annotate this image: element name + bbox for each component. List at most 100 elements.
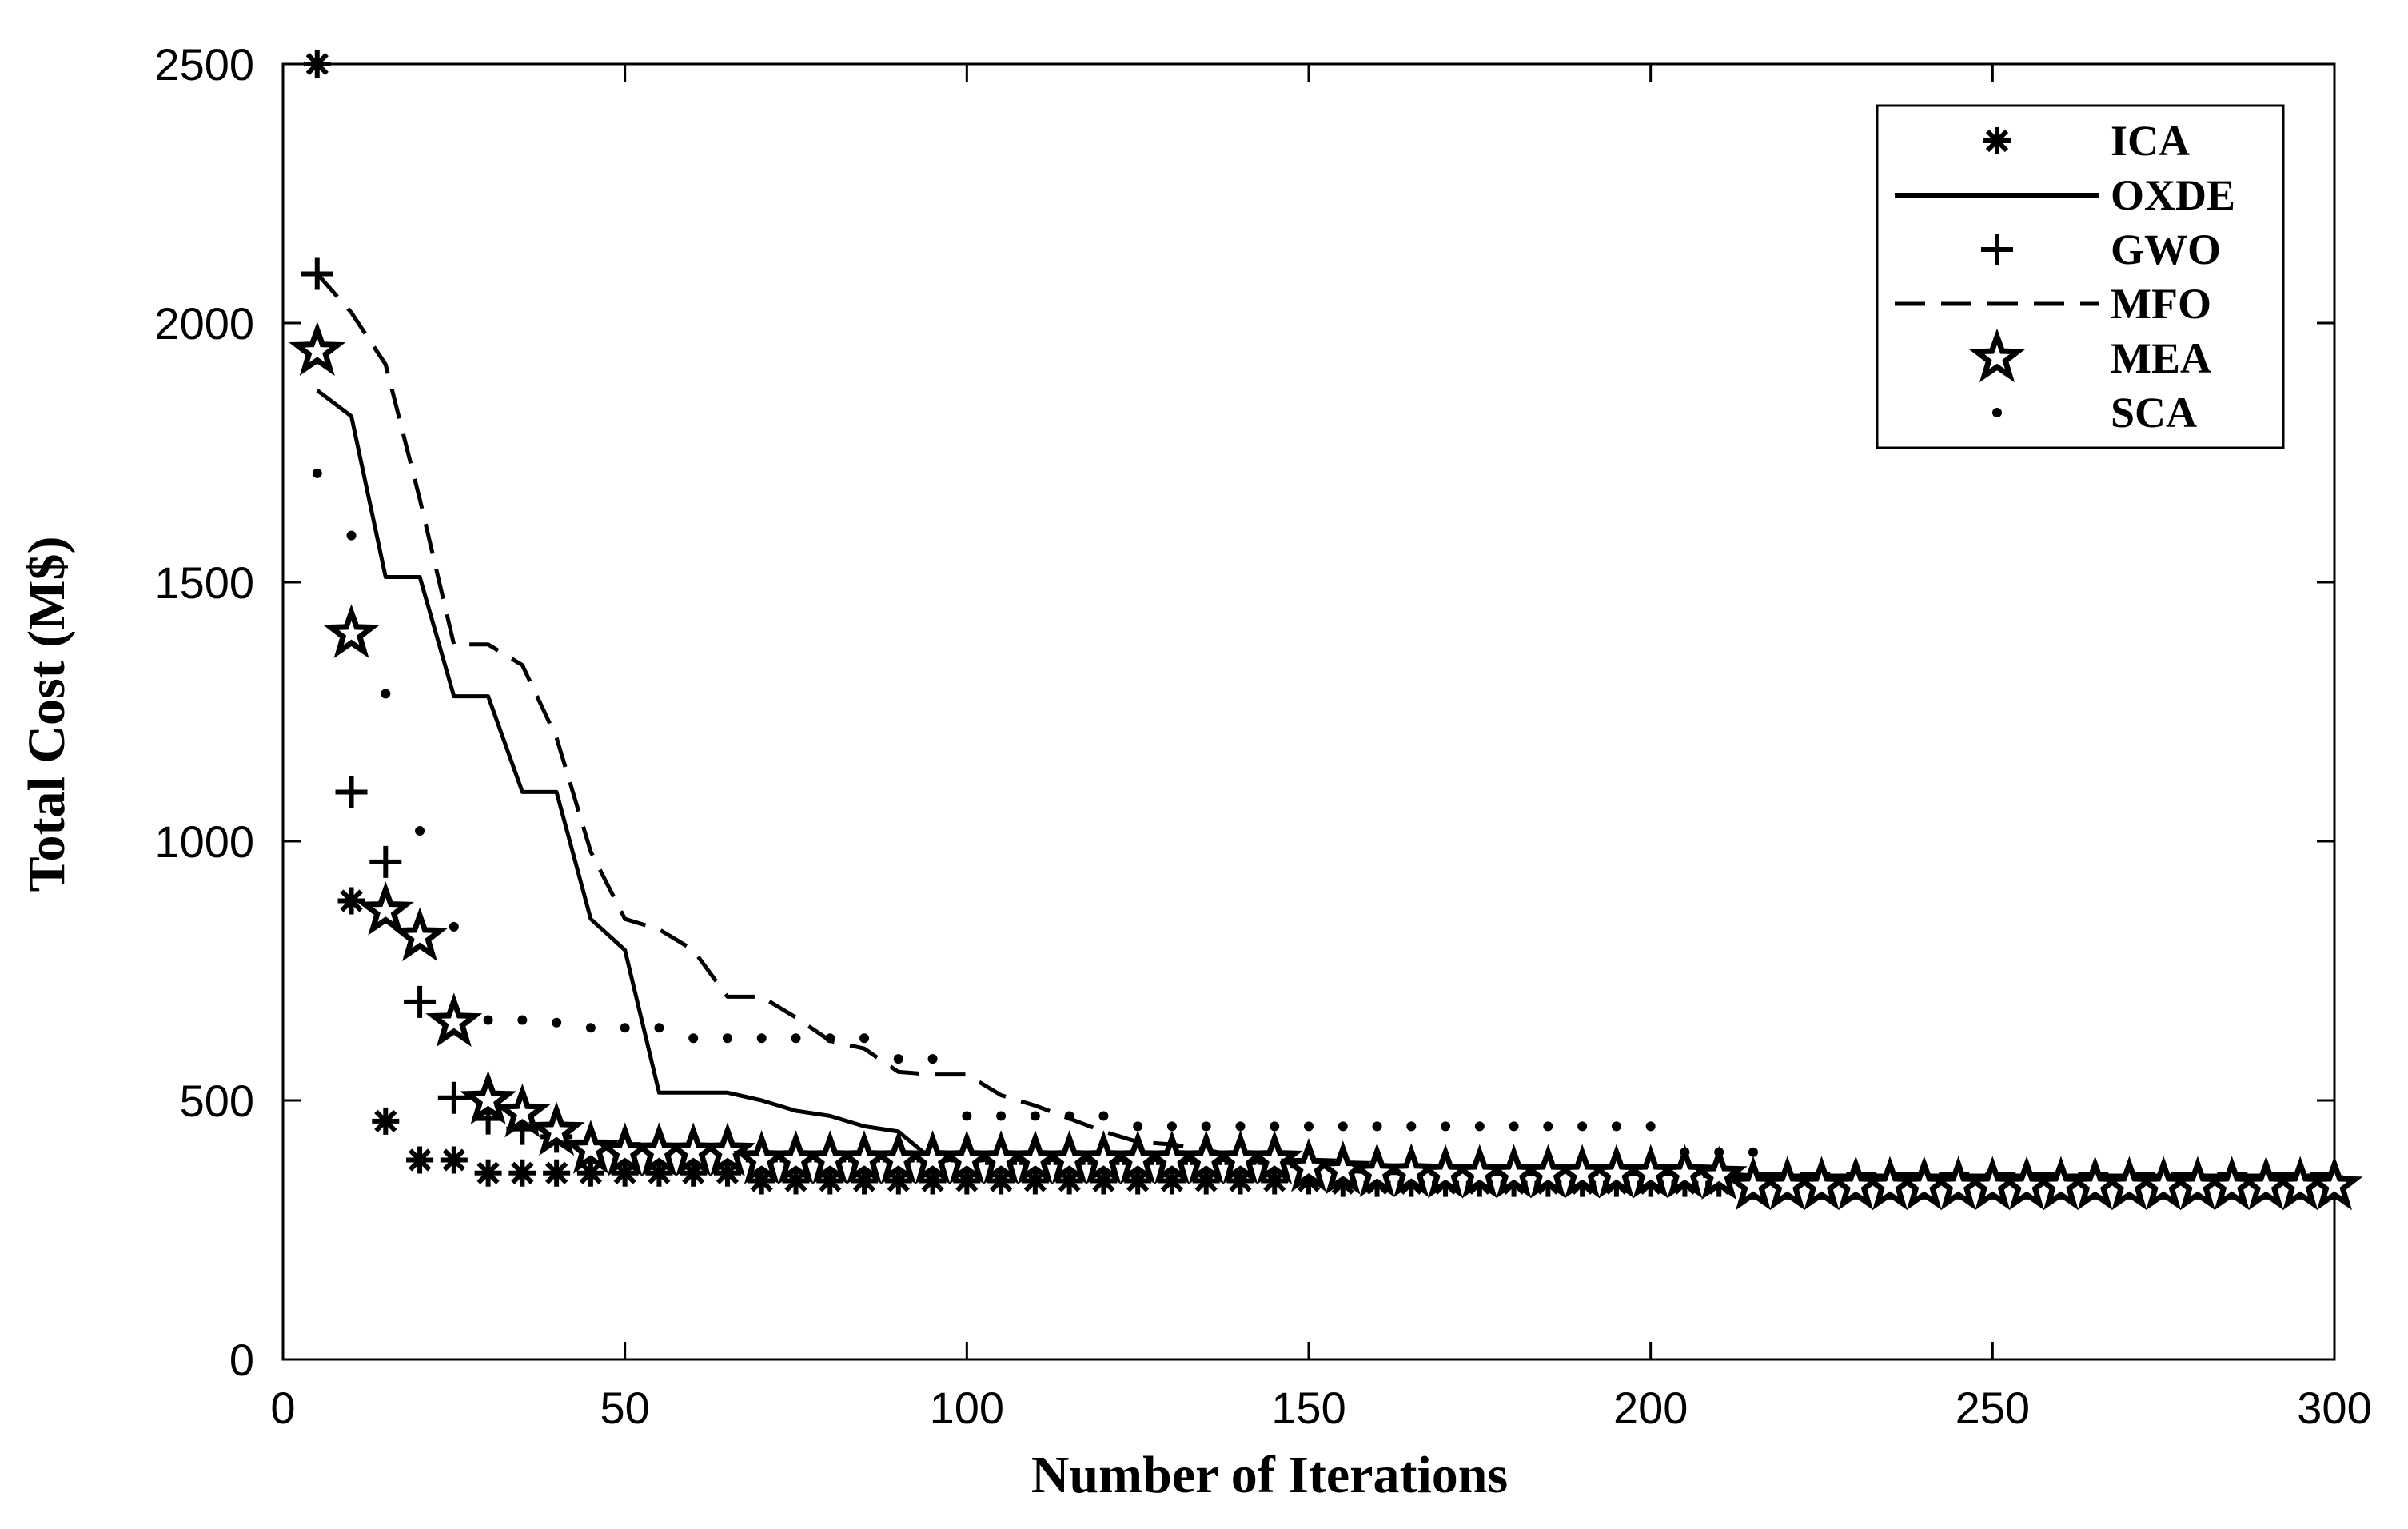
- sca-point: [585, 1023, 596, 1033]
- mea-point: [1896, 1156, 1953, 1211]
- ica-point: [337, 887, 365, 915]
- sca-point: [996, 1111, 1007, 1121]
- sca-point: [1406, 1121, 1417, 1132]
- y-tick-label: 1500: [154, 557, 254, 608]
- legend-marker: [1968, 328, 2026, 383]
- sca-point: [1030, 1111, 1040, 1121]
- asterisk-stroke: [374, 1109, 397, 1133]
- dot-shape: [893, 1054, 903, 1064]
- mea-point: [1861, 1156, 1919, 1211]
- dot-shape: [1235, 1121, 1246, 1132]
- dot-shape: [1577, 1121, 1588, 1132]
- mea-point: [2271, 1156, 2329, 1211]
- star-shape: [1211, 1130, 1269, 1184]
- legend-label: OXDE: [2111, 171, 2235, 219]
- mea-point: [664, 1122, 722, 1176]
- star-shape: [2135, 1156, 2192, 1211]
- dot-shape: [1064, 1111, 1074, 1121]
- mea-point: [1349, 1143, 1406, 1198]
- mea-point: [767, 1130, 825, 1184]
- star-shape: [1007, 1130, 1064, 1184]
- sca-point: [346, 530, 357, 541]
- mea-point: [1827, 1156, 1884, 1211]
- x-tick-label: 0: [270, 1383, 295, 1433]
- sca-point: [1748, 1147, 1758, 1157]
- sca-point: [927, 1054, 938, 1064]
- mea-point: [1588, 1144, 1645, 1199]
- star-shape: [1417, 1144, 1474, 1199]
- star-shape: [2169, 1156, 2227, 1211]
- dot-shape: [1543, 1121, 1553, 1132]
- dot-shape: [1509, 1121, 1519, 1132]
- mea-point: [1178, 1130, 1235, 1184]
- mea-point: [1451, 1144, 1509, 1199]
- star-shape: [1519, 1144, 1577, 1199]
- sca-point: [688, 1033, 699, 1044]
- dot-shape: [927, 1054, 938, 1064]
- legend: ICA OXDE GWO MFO MEA SCA: [1876, 104, 2285, 449]
- mea-point: [357, 881, 414, 936]
- sca-point: [722, 1033, 732, 1044]
- star-shape: [1178, 1130, 1235, 1184]
- x-tick-label: 200: [1613, 1383, 1688, 1433]
- sca-point: [1064, 1111, 1074, 1121]
- star-shape: [1246, 1130, 1303, 1184]
- series-sca: [312, 468, 1758, 1157]
- mea-point: [801, 1130, 859, 1184]
- star-shape: [1930, 1156, 1987, 1211]
- star-shape: [425, 992, 483, 1048]
- dot-shape: [517, 1015, 528, 1025]
- star-shape: [1349, 1143, 1406, 1198]
- sca-point: [483, 1015, 493, 1025]
- star-shape: [493, 1083, 551, 1138]
- mea-point: [1007, 1130, 1064, 1184]
- legend-item-gwo: GWO: [1981, 226, 2221, 273]
- star-shape: [2203, 1156, 2261, 1211]
- dot-shape: [1406, 1121, 1417, 1132]
- sca-point: [517, 1015, 528, 1025]
- sca-point: [1645, 1121, 1656, 1132]
- mea-point: [835, 1130, 893, 1184]
- sca-point: [791, 1033, 801, 1044]
- dot-shape: [415, 826, 425, 836]
- star-shape: [2067, 1156, 2124, 1211]
- sca-point: [756, 1033, 767, 1044]
- dot-shape: [1714, 1147, 1724, 1157]
- legend-item-sca: SCA: [1992, 389, 2197, 437]
- sca-point: [1474, 1121, 1485, 1132]
- mea-point: [972, 1130, 1030, 1184]
- asterisk-stroke: [544, 1161, 568, 1184]
- sca-point: [1577, 1121, 1588, 1132]
- x-axis-title: Number of Iterations: [1031, 1446, 1508, 1504]
- dot-shape: [1372, 1121, 1382, 1132]
- oxde-line: [316, 389, 2334, 1178]
- series-mea: [289, 321, 2363, 1211]
- sca-point: [1338, 1121, 1348, 1132]
- asterisk-stroke: [305, 52, 329, 76]
- x-tick-label: 50: [600, 1383, 650, 1433]
- legend-label: MEA: [2111, 334, 2211, 382]
- mea-point: [1109, 1130, 1166, 1184]
- dot-shape: [1474, 1121, 1485, 1132]
- y-tick-label: 1000: [154, 816, 254, 867]
- star-shape: [1968, 328, 2026, 383]
- star-shape: [2306, 1156, 2363, 1211]
- sca-point: [620, 1023, 630, 1033]
- ica-point: [303, 50, 331, 78]
- sca-point: [1270, 1121, 1280, 1132]
- sca-point: [893, 1054, 903, 1064]
- star-shape: [1759, 1156, 1816, 1211]
- mea-point: [1211, 1130, 1269, 1184]
- dot-shape: [1680, 1147, 1690, 1157]
- legend-label: ICA: [2111, 117, 2190, 165]
- sca-point: [381, 689, 391, 699]
- star-shape: [1896, 1156, 1953, 1211]
- dot-shape: [449, 921, 459, 932]
- legend-label: MFO: [2111, 280, 2211, 328]
- mea-point: [630, 1122, 688, 1177]
- legend-item-mea: MEA: [1968, 328, 2211, 383]
- sca-point: [1714, 1147, 1724, 1157]
- mea-point: [528, 1101, 585, 1156]
- sca-point: [825, 1033, 835, 1044]
